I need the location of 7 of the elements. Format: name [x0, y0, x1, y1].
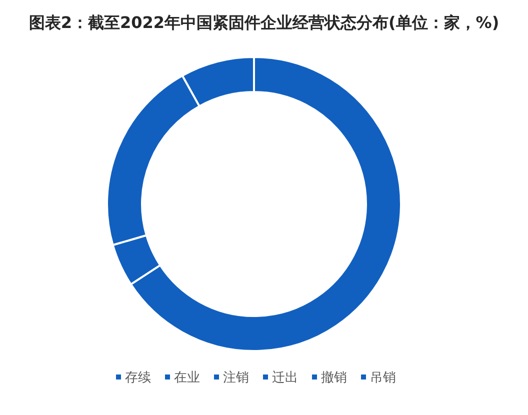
legend-label: 迁出: [272, 370, 298, 386]
legend-label: 吊销: [370, 370, 396, 386]
legend-label: 存续: [125, 370, 151, 386]
legend-label: 撤销: [321, 370, 347, 386]
legend-label: 在业: [174, 370, 200, 386]
chart-title: 图表2：截至2022年中国紧固件企业经营状态分布(单位：家，%): [28, 13, 500, 32]
legend-label: 注销: [223, 370, 249, 386]
